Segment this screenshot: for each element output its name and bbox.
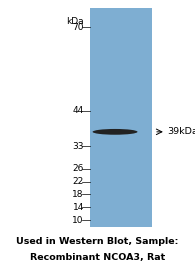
Text: 18: 18 (72, 190, 84, 199)
Text: 22: 22 (73, 177, 84, 186)
Text: 39kDa: 39kDa (168, 127, 195, 136)
Text: 26: 26 (73, 164, 84, 173)
Text: 70: 70 (72, 23, 84, 32)
Text: Western Blot: Western Blot (105, 0, 180, 2)
Text: Recombinant NCOA3, Rat: Recombinant NCOA3, Rat (30, 254, 165, 262)
Ellipse shape (93, 129, 137, 135)
Text: 10: 10 (72, 216, 84, 225)
Text: 44: 44 (73, 106, 84, 115)
Text: 33: 33 (72, 142, 84, 151)
Text: Used in Western Blot, Sample:: Used in Western Blot, Sample: (16, 237, 179, 246)
Text: 14: 14 (73, 203, 84, 212)
Text: kDa: kDa (66, 17, 84, 26)
Bar (90, 8, 152, 227)
